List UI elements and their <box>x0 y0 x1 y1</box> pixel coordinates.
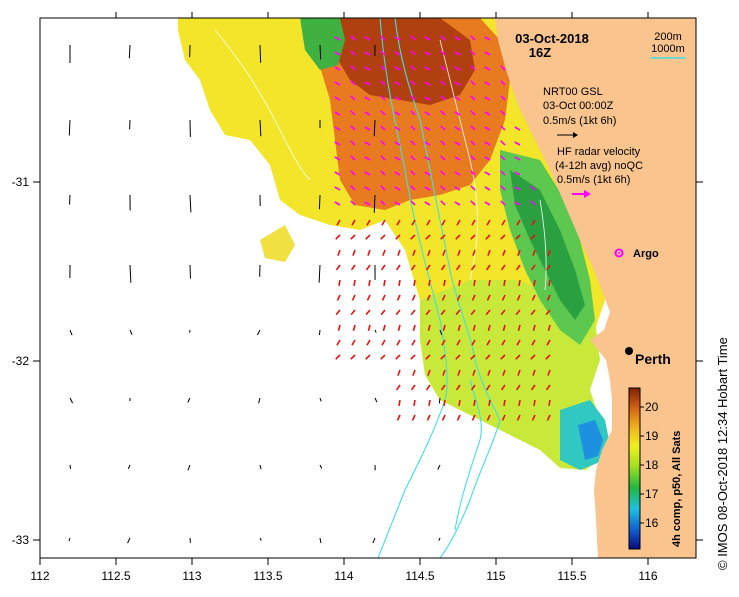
radar-arrow <box>489 400 490 406</box>
radar-arrow <box>444 400 445 406</box>
x-tick-label: 116 <box>638 569 657 583</box>
radar-arrow <box>489 280 490 286</box>
colorbar-tick-label: 20 <box>645 400 659 414</box>
legend-model-line1: NRT00 GSL <box>543 86 603 98</box>
radar-arrow <box>459 280 460 286</box>
model-arrow <box>320 45 321 59</box>
radar-arrow <box>399 280 400 286</box>
radar-arrow <box>549 280 550 286</box>
perth-label: Perth <box>635 351 671 367</box>
colorbar-tick-label: 19 <box>645 429 659 443</box>
colorbar-tick-label: 18 <box>645 458 659 472</box>
legend-model-line2: 03-Oct 00:00Z <box>543 100 614 112</box>
colorbar-tick-label: 17 <box>645 487 659 501</box>
title-date: 03-Oct-2018 <box>515 31 589 46</box>
x-tick-label: 115.5 <box>557 569 586 583</box>
y-tick-label: -32 <box>12 354 30 368</box>
radar-arrow <box>384 280 385 286</box>
colorbar <box>629 388 640 549</box>
legend-radar-line3: 0.5m/s (1kt 6h) <box>557 174 630 186</box>
x-tick-label: 114 <box>334 569 353 583</box>
title-hour: 16Z <box>529 45 551 60</box>
perth-marker <box>625 347 633 355</box>
radar-arrow <box>549 400 550 406</box>
radar-arrow <box>474 280 475 286</box>
radar-arrow <box>429 400 430 406</box>
model-arrow <box>260 45 261 63</box>
colorbar-tick-label: 16 <box>645 516 659 530</box>
legend-model-line3: 0.5m/s (1kt 6h) <box>543 115 616 127</box>
model-arrow <box>70 465 71 469</box>
model-arrow <box>129 45 130 58</box>
y-tick-label: -31 <box>12 175 30 189</box>
radar-arrow <box>369 280 370 286</box>
colorbar-label: 4h comp, p50, All Sats <box>671 431 683 547</box>
radar-arrow <box>399 400 400 406</box>
credit-text: © IMOS 08-Oct-2018 12:34 Hobart Time <box>715 337 730 570</box>
x-tick-label: 114.5 <box>405 569 434 583</box>
radar-arrow <box>474 400 475 406</box>
radar-arrow <box>444 280 445 286</box>
radar-arrow <box>354 280 355 286</box>
radar-arrow <box>414 400 415 406</box>
radar-arrow <box>414 280 415 286</box>
model-arrow <box>319 330 320 335</box>
legend-radar-line1: HF radar velocity <box>557 146 641 158</box>
model-arrow <box>319 195 320 209</box>
bathy-legend-200m: 200m <box>654 31 682 43</box>
x-tick-label: 112 <box>30 569 49 583</box>
legend-radar-line2: (4-12h avg) noQC <box>555 160 643 172</box>
radar-arrow <box>519 280 520 286</box>
y-tick-label: -33 <box>12 533 30 547</box>
model-arrow <box>439 398 440 403</box>
x-tick-label: 113.5 <box>253 569 282 583</box>
radar-arrow <box>534 280 535 286</box>
model-arrow <box>69 120 70 135</box>
radar-arrow <box>504 400 505 406</box>
radar-arrow <box>429 280 430 286</box>
x-tick-label: 112.5 <box>101 569 130 583</box>
x-tick-label: 115 <box>486 569 505 583</box>
radar-arrow <box>339 280 340 286</box>
radar-arrow <box>459 400 460 406</box>
radar-arrow <box>519 400 520 406</box>
bathy-legend-1000m: 1000m <box>651 43 685 55</box>
x-tick-label: 113 <box>182 569 201 583</box>
radar-arrow <box>504 280 505 286</box>
radar-arrow <box>534 400 535 406</box>
argo-label: Argo <box>633 248 659 260</box>
